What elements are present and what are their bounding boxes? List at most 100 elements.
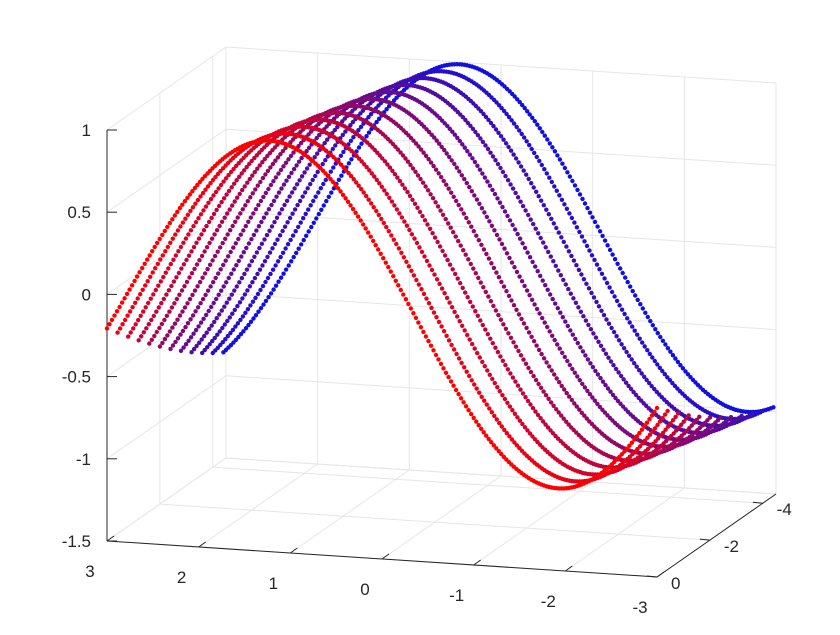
data-point [258, 306, 264, 311]
data-point [446, 338, 452, 343]
data-point [349, 157, 354, 162]
data-point [549, 179, 554, 185]
data-point [405, 159, 411, 164]
data-point [547, 175, 552, 180]
data-point [612, 257, 618, 262]
data-point [258, 198, 264, 204]
data-point [237, 300, 243, 305]
data-point [321, 181, 326, 187]
data-point [474, 419, 479, 424]
data-point [133, 300, 138, 305]
data-point [566, 249, 572, 254]
data-point [457, 169, 462, 174]
data-point [464, 369, 469, 374]
data-point [391, 274, 396, 279]
data-point [188, 335, 194, 340]
data-point [554, 376, 559, 381]
data-point [138, 292, 143, 297]
data-point [559, 383, 564, 389]
data-point [551, 403, 556, 408]
data-point [186, 253, 192, 258]
data-point [226, 172, 231, 178]
data-point [268, 165, 273, 170]
data-point [238, 211, 243, 216]
data-point [266, 295, 271, 300]
data-point [359, 141, 364, 146]
data-point [309, 224, 314, 230]
data-point [449, 342, 454, 348]
data-point [308, 129, 314, 134]
data-point [605, 243, 610, 248]
data-point [432, 272, 437, 277]
data-point [441, 178, 446, 184]
data-point [627, 320, 632, 325]
data-point [523, 208, 528, 213]
data-point [477, 167, 483, 172]
data-point [198, 212, 204, 217]
data-point [613, 395, 618, 401]
data-point [463, 404, 469, 409]
data-point [362, 162, 367, 167]
data-point [401, 292, 406, 297]
data-point [406, 264, 412, 269]
data-point [455, 135, 460, 140]
data-point [146, 322, 151, 327]
data-point [547, 141, 552, 146]
data-point [383, 260, 388, 265]
data-point [543, 245, 548, 250]
data-point [232, 288, 237, 293]
data-point [570, 178, 575, 184]
data-point [485, 179, 490, 184]
data-point [212, 319, 217, 325]
data-point [178, 348, 184, 353]
data-point [559, 197, 565, 202]
data-point [505, 213, 510, 219]
data-point [244, 245, 249, 251]
data-point [587, 210, 593, 215]
data-point [249, 237, 254, 242]
data-point [634, 434, 640, 439]
data-point [270, 246, 275, 251]
data-point [356, 183, 361, 188]
data-point [264, 232, 270, 238]
data-point [492, 191, 498, 197]
data-point [425, 222, 430, 227]
data-point [421, 329, 426, 335]
data-point [286, 263, 291, 268]
data-points [104, 61, 776, 491]
data-point [219, 199, 224, 205]
data-point [640, 306, 645, 311]
data-point [491, 123, 496, 129]
data-point [346, 161, 352, 166]
data-point [442, 147, 447, 153]
data-point [351, 135, 356, 140]
data-point [192, 185, 198, 191]
data-point [165, 333, 170, 338]
axis-ticks: 3 2 1 0 -1 -2 -30-2-410.50-0.5-1-1.5 [62, 121, 792, 617]
data-point [498, 317, 504, 322]
data-point [630, 288, 635, 294]
data-point [183, 236, 189, 241]
data-point [510, 408, 515, 413]
data-point [433, 167, 439, 172]
data-point [466, 257, 471, 262]
data-point [469, 411, 474, 417]
data-point [345, 199, 351, 204]
data-point [307, 162, 312, 167]
data-point [141, 309, 146, 314]
data-point [446, 186, 451, 191]
data-point [496, 130, 501, 135]
data-point [504, 430, 509, 436]
data-point [642, 424, 647, 429]
data-point [517, 418, 523, 423]
data-point [282, 202, 287, 208]
data-point [157, 236, 162, 242]
data-point [512, 265, 517, 270]
data-point [587, 419, 592, 424]
data-point [306, 132, 311, 137]
data-point [247, 284, 253, 289]
data-point [214, 316, 219, 321]
data-point [650, 429, 655, 434]
data-point [255, 271, 260, 277]
data-point [143, 283, 148, 288]
